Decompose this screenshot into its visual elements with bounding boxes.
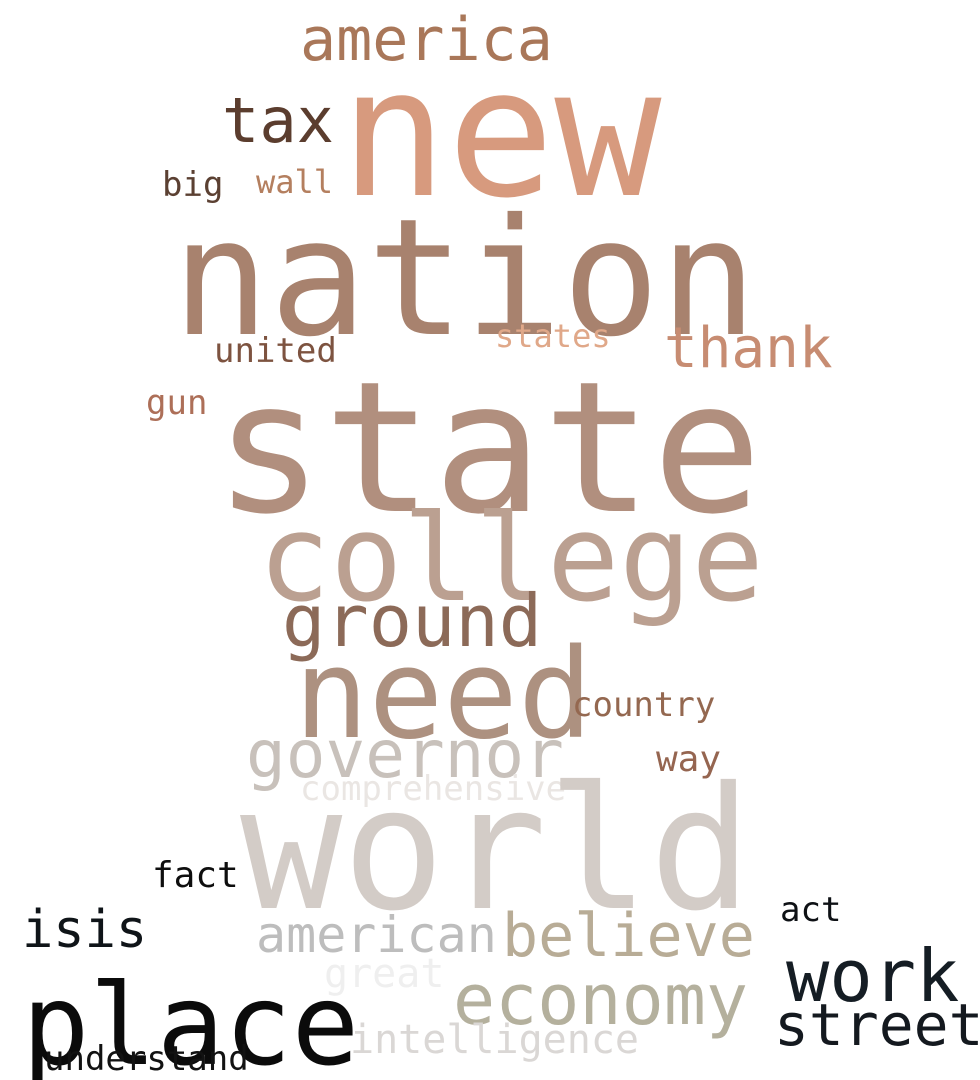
word-new: new xyxy=(340,30,662,237)
word-fact: fact xyxy=(152,855,239,896)
word-big: big xyxy=(162,165,224,205)
word-comprehensive: comprehensive xyxy=(300,769,567,809)
word-ground: ground xyxy=(282,579,543,663)
word-governor: governor xyxy=(246,716,564,793)
word-gun: gun xyxy=(146,383,208,423)
word-need: need xyxy=(294,623,593,767)
word-college: college xyxy=(258,490,764,629)
word-work: work xyxy=(786,934,960,1018)
word-country: country xyxy=(572,685,716,725)
word-nation: nation xyxy=(172,185,758,373)
word-united: united xyxy=(214,331,337,371)
word-street: street xyxy=(774,991,980,1059)
word-america: america xyxy=(300,5,553,75)
word-place: place xyxy=(22,961,360,1080)
word-economy: economy xyxy=(453,959,749,1041)
word-american: american xyxy=(256,906,497,964)
word-wall: wall xyxy=(256,163,334,201)
word-states: states xyxy=(495,317,611,355)
word-way: way xyxy=(656,739,722,780)
word-believe: believe xyxy=(502,901,755,971)
word-tax: tax xyxy=(222,84,334,157)
word-great: great xyxy=(324,951,445,997)
word-world: world xyxy=(240,751,752,949)
word-thank: thank xyxy=(664,316,833,381)
word-state: state xyxy=(214,342,762,554)
word-act: act xyxy=(780,890,842,930)
word-isis: isis xyxy=(22,900,148,960)
word-understand: understand xyxy=(44,1039,249,1079)
word-intelligence: intelligence xyxy=(350,1017,639,1063)
